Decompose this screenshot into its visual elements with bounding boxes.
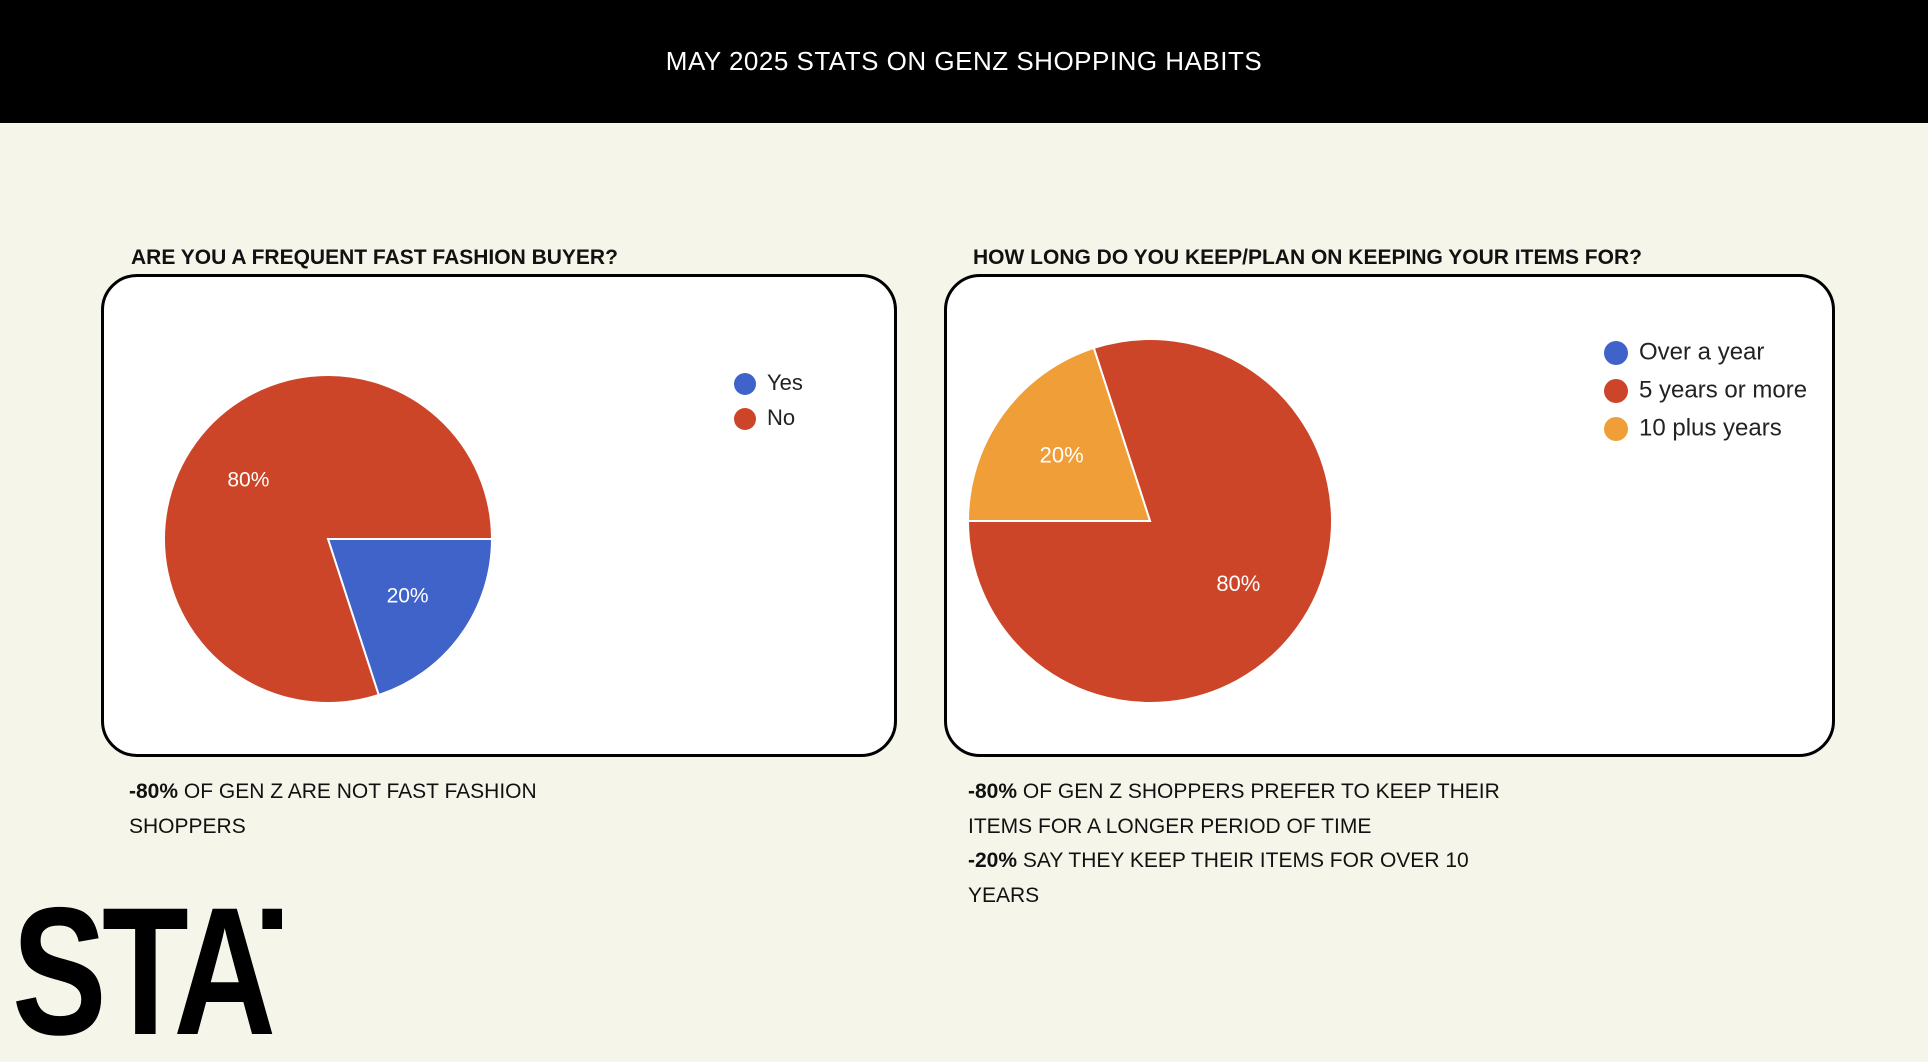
left-chart-card: 20% 80% Yes No	[101, 274, 897, 757]
stats-wordmark: STATS	[12, 880, 282, 1062]
legend-swatch	[1604, 417, 1628, 441]
page-title: MAY 2025 STATS ON GENZ SHOPPING HABITS	[665, 46, 1263, 76]
legend-label: 10 plus years	[1639, 414, 1782, 441]
caption-line: ITEMS FOR A LONGER PERIOD OF TIME	[968, 814, 1372, 838]
caption-line: -80% OF GEN Z ARE NOT FAST FASHION	[129, 780, 537, 803]
header-bar: MAY 2025 STATS ON GENZ SHOPPING HABITS	[0, 0, 1928, 123]
caption-line: -80% OF GEN Z SHOPPERS PREFER TO KEEP TH…	[968, 780, 1500, 803]
legend-label: Yes	[767, 370, 803, 395]
left-pie-chart: 20% 80% Yes No	[163, 370, 803, 704]
slice-data-label: 20%	[1040, 443, 1084, 468]
caption-line: YEARS	[968, 883, 1040, 907]
legend-label: 5 years or more	[1639, 376, 1807, 403]
legend-swatch	[734, 408, 756, 430]
legend-label: No	[767, 405, 795, 430]
caption-line: -20% SAY THEY KEEP THEIR ITEMS FOR OVER …	[968, 849, 1469, 872]
legend-swatch	[1604, 379, 1628, 403]
caption-line: SHOPPERS	[129, 814, 246, 838]
right-chart-heading: HOW LONG DO YOU KEEP/PLAN ON KEEPING YOU…	[973, 246, 1642, 269]
legend-swatch	[1604, 341, 1628, 365]
slice-data-label: 80%	[1216, 571, 1260, 596]
slice-data-label: 20%	[387, 584, 429, 607]
legend-label: Over a year	[1639, 338, 1764, 365]
right-pie-chart: 80% 20% Over a year 5 years or more 10 plus …	[966, 338, 1807, 704]
pie-slice-yes	[326, 538, 494, 697]
legend-swatch	[734, 373, 756, 395]
slice-data-label: 80%	[227, 469, 269, 492]
pie-slice-5-years-or-more	[966, 338, 1333, 704]
right-caption: -80% OF GEN Z SHOPPERS PREFER TO KEEP TH…	[968, 775, 1500, 913]
left-chart-heading: ARE YOU A FREQUENT FAST FASHION BUYER?	[131, 246, 618, 269]
stats-wordmark-text: STATS	[12, 880, 282, 1062]
left-caption: -80% OF GEN Z ARE NOT FAST FASHION SHOPP…	[129, 775, 537, 844]
pie-slice-10-plus-years	[966, 346, 1152, 522]
pie-slice-no	[163, 374, 494, 704]
right-chart-card: 80% 20% Over a year 5 years or more 10 plus …	[944, 274, 1835, 757]
